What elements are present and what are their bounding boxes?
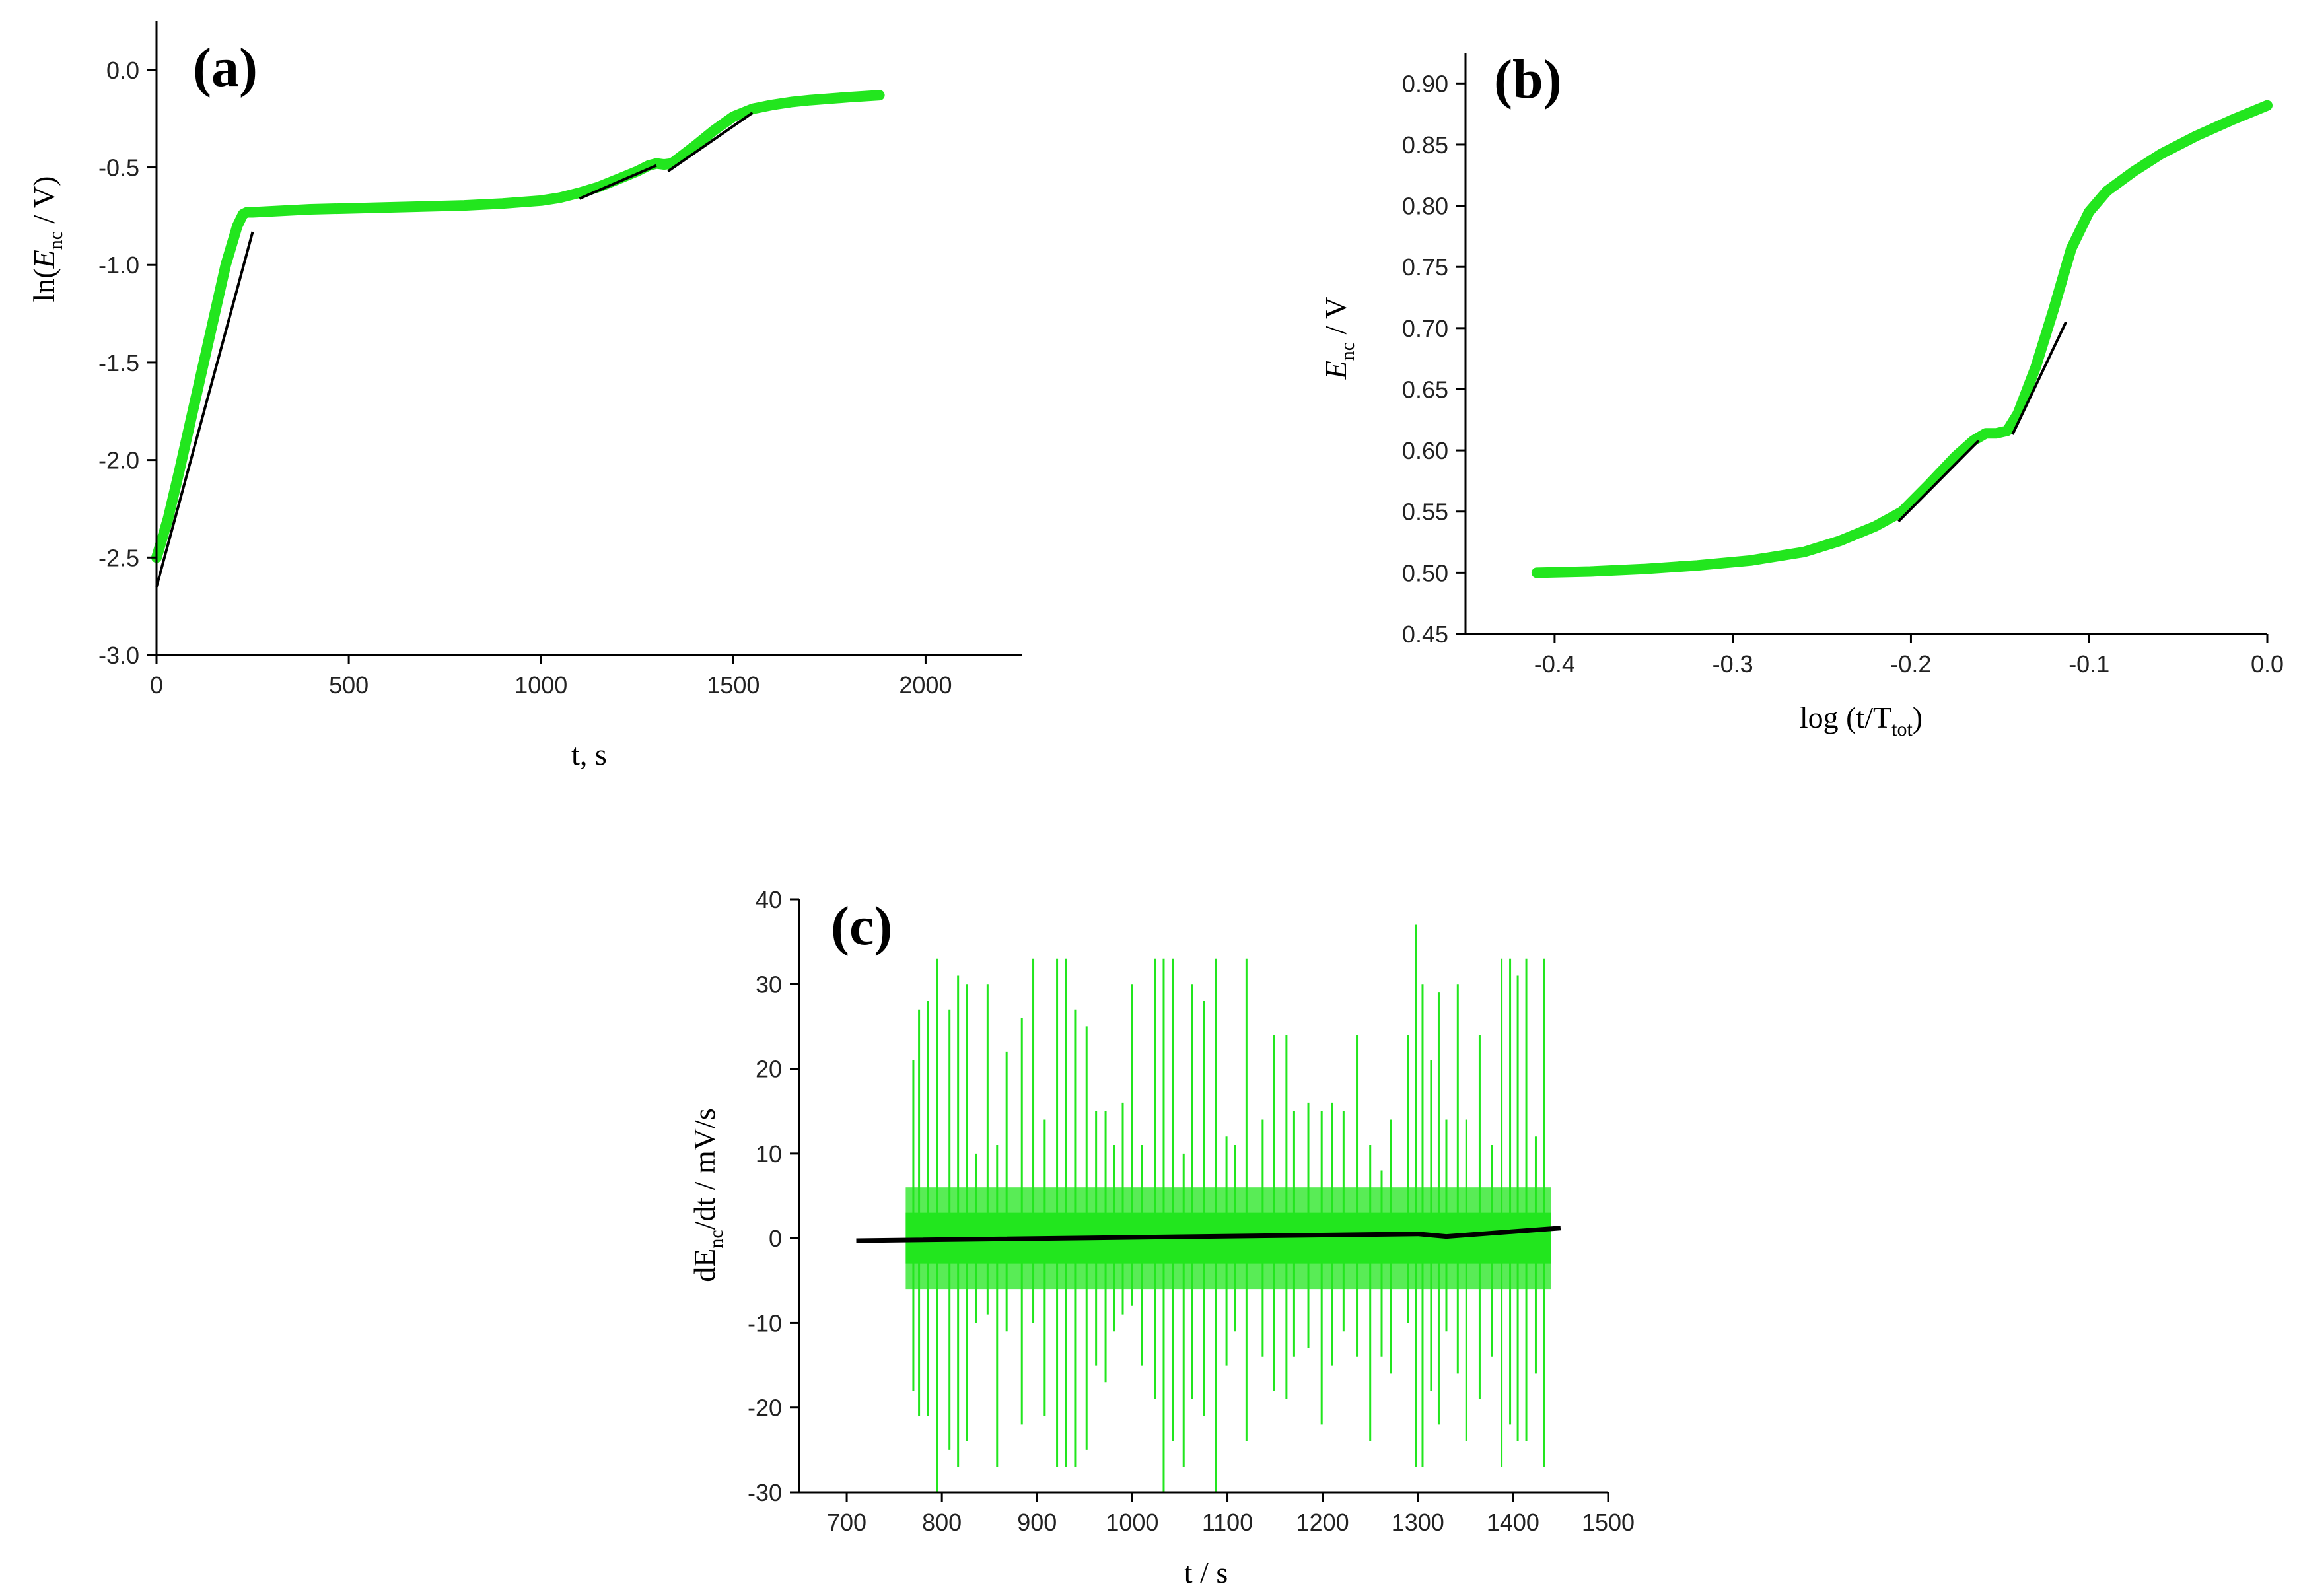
y-tick-label: 0.80 — [1402, 193, 1448, 220]
y-tick-label: 40 — [756, 886, 782, 913]
y-tick-label: 0.70 — [1402, 315, 1448, 342]
panel-a-marks — [151, 90, 885, 588]
y-tick-label: 30 — [756, 971, 782, 998]
series-fit-2 — [579, 164, 657, 200]
series-data — [1531, 100, 2273, 578]
x-tick-label: -0.4 — [1534, 650, 1575, 677]
series-fit-1 — [155, 231, 254, 588]
panel-b-x-label-prefix: log (t/T — [1800, 701, 1891, 734]
x-tick-label: 0.0 — [2251, 650, 2284, 677]
y-tick-label: -1.0 — [98, 252, 139, 279]
panel-c-y-label-prefix: dE — [688, 1249, 721, 1282]
x-tick-label: 1200 — [1296, 1509, 1349, 1536]
panel-a-y-axis-label: ln(Enc / V) — [27, 176, 67, 302]
x-tick-label: 1300 — [1392, 1509, 1444, 1536]
series-trend — [856, 1226, 1561, 1243]
y-tick-label: 0.60 — [1402, 437, 1448, 464]
x-tick-label: 2000 — [899, 672, 952, 699]
panel-b-x-ticks: -0.4 -0.3 -0.2 -0.1 0.0 — [1534, 634, 2284, 677]
panel-b-x-axis-label: log (t/Ttot) — [1800, 701, 1923, 740]
x-tick-label: -0.2 — [1890, 650, 1931, 677]
y-tick-label: 0.75 — [1402, 254, 1448, 281]
x-tick-label: 1000 — [514, 672, 567, 699]
panel-b-y-label-suffix: / V — [1319, 297, 1353, 342]
y-tick-label: -10 — [748, 1309, 782, 1336]
panel-c-y-ticks: -30 -20 -10 0 10 20 30 40 — [748, 886, 799, 1506]
x-tick-label: 700 — [827, 1509, 866, 1536]
panel-b-x-label-sub: tot — [1891, 718, 1913, 740]
panel-c-x-ticks: 700 800 900 1000 1100 1200 1300 1400 1500 — [827, 1492, 1635, 1536]
panel-c: 700 800 900 1000 1100 1200 1300 1400 1500 -30 -20… — [688, 886, 1635, 1589]
panel-c-y-axis-label: dEnc/dt / mV/s — [688, 1108, 727, 1282]
panel-c-x-axis-label: t / s — [1184, 1556, 1228, 1589]
panel-b-x-label-suffix: ) — [1913, 701, 1923, 734]
y-tick-label: -2.5 — [98, 544, 139, 571]
y-tick-label: 0.85 — [1402, 131, 1448, 158]
panel-b-y-ticks: 0.45 0.50 0.55 0.60 0.65 0.70 0.75 0.80 0.85 0.90 — [1402, 70, 1466, 648]
y-tick-label: 0.50 — [1402, 559, 1448, 586]
y-tick-label: -1.5 — [98, 349, 139, 376]
x-tick-label: -0.3 — [1713, 650, 1753, 677]
x-tick-label: 800 — [922, 1509, 962, 1536]
y-tick-label: -30 — [748, 1479, 782, 1506]
panel-a-y-ticks: -3.0 -2.5 -2.0 -1.5 -1.0 -0.5 0.0 — [98, 57, 157, 669]
panel-b-y-axis-label: Enc / V — [1319, 297, 1359, 380]
x-tick-label: 1500 — [1582, 1509, 1635, 1536]
y-tick-label: -3.0 — [98, 642, 139, 669]
y-tick-label: -0.5 — [98, 155, 139, 182]
panel-a-y-label-prefix: ln( — [27, 268, 61, 302]
y-tick-label: -20 — [748, 1395, 782, 1422]
y-tick-label: 0.45 — [1402, 621, 1448, 648]
panel-b-y-label-sub: nc — [1337, 342, 1359, 361]
y-tick-label: 0.65 — [1402, 376, 1448, 403]
panel-a-y-label-var: E — [27, 250, 61, 269]
x-tick-label: 1100 — [1202, 1509, 1253, 1536]
series-fit-2 — [2011, 321, 2068, 435]
y-tick-label: 20 — [756, 1056, 782, 1083]
panel-a-y-label-suffix: / V) — [27, 176, 61, 231]
panel-b-y-label-var: E — [1319, 361, 1353, 380]
panel-a-label: (a) — [193, 37, 258, 98]
panel-c-y-label-sub: nc — [705, 1230, 727, 1248]
y-tick-label: 10 — [756, 1140, 782, 1167]
panel-a-x-axis-label: t, s — [571, 738, 607, 771]
panel-a: 0 500 1000 1500 2000 -3.0 -2.5 -2.0 -1.5 -1.0 -0.… — [27, 21, 1022, 771]
panel-c-marks — [856, 924, 1561, 1492]
panel-a-x-ticks: 0 500 1000 1500 2000 — [150, 655, 952, 699]
panel-b: -0.4 -0.3 -0.2 -0.1 0.0 0.45 0.50 0.55 0.60 0.65… — [1319, 49, 2284, 740]
panel-a-y-label-sub: nc — [45, 231, 67, 250]
x-tick-label: 1000 — [1106, 1509, 1158, 1536]
panel-b-label: (b) — [1494, 49, 1562, 110]
x-tick-label: -0.1 — [2068, 650, 2109, 677]
x-tick-label: 1500 — [707, 672, 760, 699]
x-tick-label: 500 — [329, 672, 369, 699]
panel-c-label: (c) — [831, 895, 892, 957]
x-tick-label: 0 — [150, 672, 163, 699]
series-data — [151, 90, 885, 563]
y-tick-label: 0 — [769, 1225, 782, 1252]
panel-c-y-label-suffix: /dt / mV/s — [688, 1108, 721, 1230]
x-tick-label: 1400 — [1487, 1509, 1539, 1536]
y-tick-label: 0.0 — [106, 57, 139, 84]
series-fit-3 — [667, 112, 754, 173]
panel-b-marks — [1531, 100, 2273, 578]
x-tick-label: 900 — [1017, 1509, 1057, 1536]
y-tick-label: 0.55 — [1402, 499, 1448, 526]
series-fit-1 — [1897, 439, 1980, 523]
y-tick-label: -2.0 — [98, 447, 139, 474]
y-tick-label: 0.90 — [1402, 70, 1448, 97]
